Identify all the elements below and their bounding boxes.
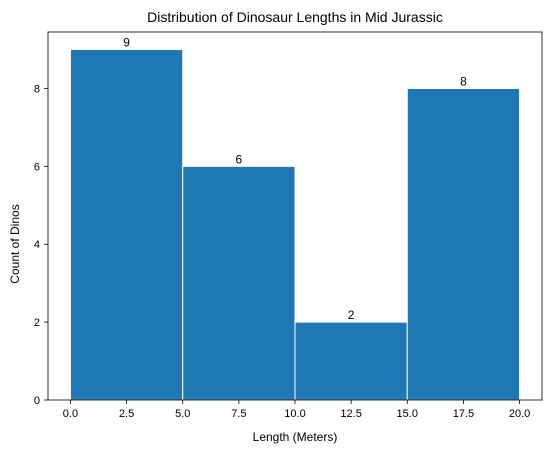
bar-value-label-0: 9 — [123, 36, 130, 50]
y-tick-label-0: 0 — [34, 395, 40, 407]
x-tick-label-8: 20.0 — [509, 408, 530, 420]
x-tick-label-0: 0.0 — [63, 408, 78, 420]
y-tick-label-2: 4 — [34, 239, 40, 251]
y-tick-label-1: 2 — [34, 317, 40, 329]
bar-3 — [406, 87, 521, 401]
x-axis-ticks: 0.0 2.5 5.0 7.5 10.0 12.5 15.0 17.5 20.0 — [63, 400, 530, 420]
y-axis-ticks: 0 2 4 6 8 — [34, 83, 48, 407]
bar-0 — [69, 49, 184, 401]
chart-title: Distribution of Dinosaur Lengths in Mid … — [147, 9, 443, 25]
data-labels-group: 9 6 2 8 — [123, 36, 467, 323]
y-tick-label-3: 6 — [34, 161, 40, 173]
bar-value-label-1: 6 — [236, 152, 243, 166]
x-tick-label-4: 10.0 — [284, 408, 305, 420]
bar-value-label-3: 8 — [460, 74, 467, 88]
bar-1 — [182, 165, 296, 401]
x-tick-label-7: 17.5 — [453, 408, 474, 420]
y-axis-label: Count of Dinos — [8, 204, 22, 283]
y-tick-label-4: 8 — [34, 83, 40, 95]
bar-2 — [294, 321, 408, 401]
x-tick-label-6: 15.0 — [397, 408, 418, 420]
bar-value-label-2: 2 — [348, 308, 355, 322]
x-axis-label: Length (Meters) — [253, 430, 338, 444]
x-tick-label-3: 7.5 — [231, 408, 246, 420]
x-tick-label-1: 2.5 — [119, 408, 134, 420]
x-tick-label-5: 12.5 — [340, 408, 361, 420]
x-tick-label-2: 5.0 — [175, 408, 190, 420]
bars-group — [69, 49, 521, 401]
